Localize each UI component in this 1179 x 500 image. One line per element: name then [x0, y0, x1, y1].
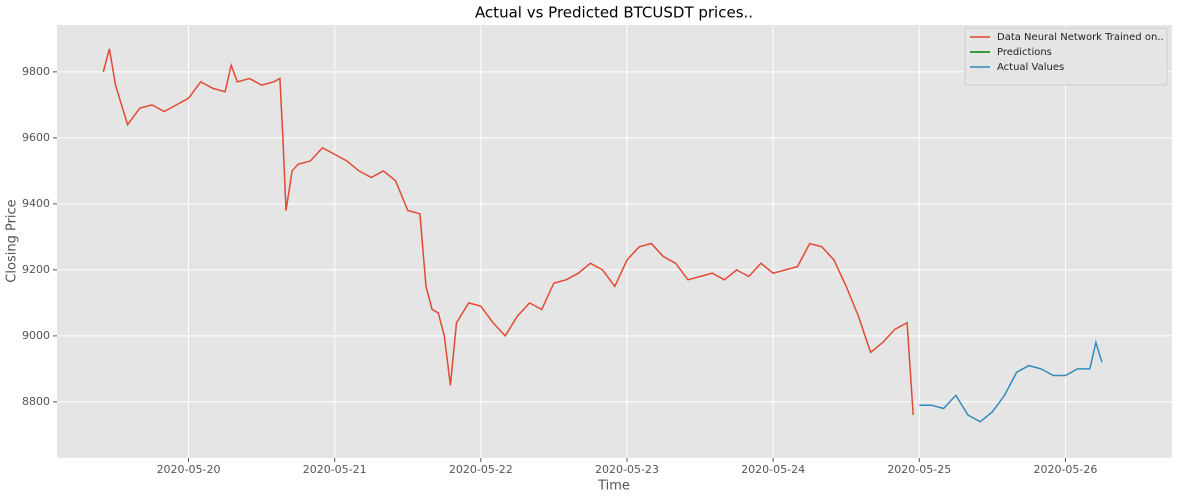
x-tick-label: 2020-05-21: [303, 463, 367, 476]
x-tick-label: 2020-05-26: [1033, 463, 1097, 476]
legend-label: Data Neural Network Trained on..: [997, 32, 1164, 43]
y-axis-label: Closing Price: [5, 199, 20, 282]
x-tick-label: 2020-05-24: [741, 463, 805, 476]
y-tick-label: 8800: [22, 395, 50, 408]
y-tick-label: 9000: [22, 329, 50, 342]
plot-area: [57, 25, 1172, 458]
chart-title: Actual vs Predicted BTCUSDT prices..: [475, 4, 753, 22]
series-line: [102, 48, 914, 416]
legend-box: [964, 27, 1168, 86]
y-tick-label: 9800: [22, 65, 50, 78]
x-axis-label: Time: [597, 479, 630, 494]
y-tick-label: 9400: [22, 197, 50, 210]
x-tick-label: 2020-05-25: [887, 463, 951, 476]
x-tick-label: 2020-05-23: [595, 463, 659, 476]
legend-label: Predictions: [997, 47, 1052, 58]
y-tick-label: 9200: [22, 263, 50, 276]
series-line: [919, 339, 1103, 423]
legend-label: Actual Values: [997, 62, 1064, 73]
y-tick-label: 9600: [22, 131, 50, 144]
x-tick-label: 2020-05-22: [449, 463, 513, 476]
x-tick-label: 2020-05-20: [157, 463, 221, 476]
